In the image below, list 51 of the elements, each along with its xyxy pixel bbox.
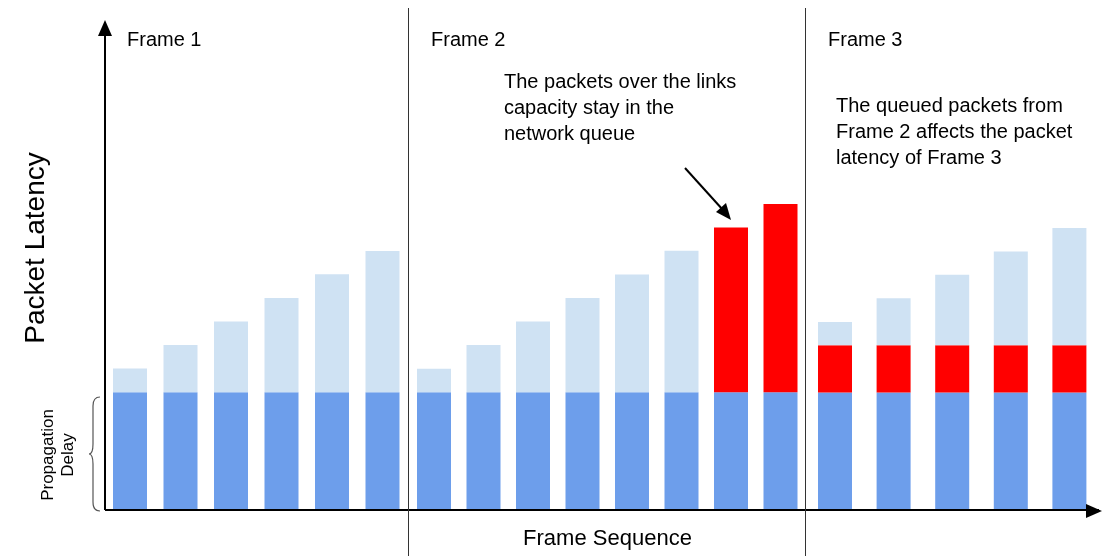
bar — [516, 392, 550, 510]
bar — [315, 274, 349, 393]
bar — [113, 368, 147, 393]
bar — [1052, 228, 1087, 346]
bar — [763, 392, 798, 510]
bar — [466, 392, 501, 510]
bar — [565, 392, 600, 510]
bar — [818, 345, 852, 393]
bar — [935, 274, 970, 346]
bar — [993, 345, 1028, 393]
bar — [993, 392, 1028, 510]
bar — [876, 392, 911, 510]
bar — [214, 321, 248, 393]
x-axis-title: Frame Sequence — [522, 525, 693, 551]
bar — [993, 251, 1028, 346]
bar — [664, 392, 699, 510]
bar — [935, 345, 970, 393]
bar — [163, 345, 198, 393]
bar — [1052, 345, 1087, 393]
bar — [615, 274, 649, 393]
bar — [1052, 392, 1087, 510]
bar — [214, 392, 248, 510]
bar — [615, 392, 649, 510]
text: The packets over the links capacity stay in the network queue — [504, 69, 738, 146]
bar — [876, 298, 911, 346]
bar — [714, 227, 748, 393]
bar — [466, 345, 501, 393]
bar — [763, 204, 798, 393]
bar — [516, 321, 550, 393]
bar — [163, 392, 198, 510]
bar — [365, 392, 400, 510]
y-axis-title: Packet Latency — [19, 152, 51, 344]
text: Propagation Delay — [38, 408, 78, 503]
bar — [818, 392, 852, 510]
bar — [876, 345, 911, 393]
bar — [365, 251, 400, 393]
bar — [264, 392, 299, 510]
text: The queued packets from Frame 2 affects the packet latency of Frame 3 — [836, 93, 1074, 170]
bar — [264, 297, 299, 393]
bar — [315, 392, 349, 510]
chart-title: Frame 1 — [127, 28, 202, 51]
chart-title: Frame 2 — [431, 28, 506, 51]
bar — [565, 297, 600, 393]
chart-title: Frame 3 — [828, 28, 903, 51]
bar — [113, 392, 147, 510]
bar — [935, 392, 970, 510]
bar — [417, 368, 451, 393]
bar — [714, 392, 748, 510]
bar — [818, 321, 852, 346]
bar — [664, 250, 699, 393]
bar — [417, 392, 451, 510]
